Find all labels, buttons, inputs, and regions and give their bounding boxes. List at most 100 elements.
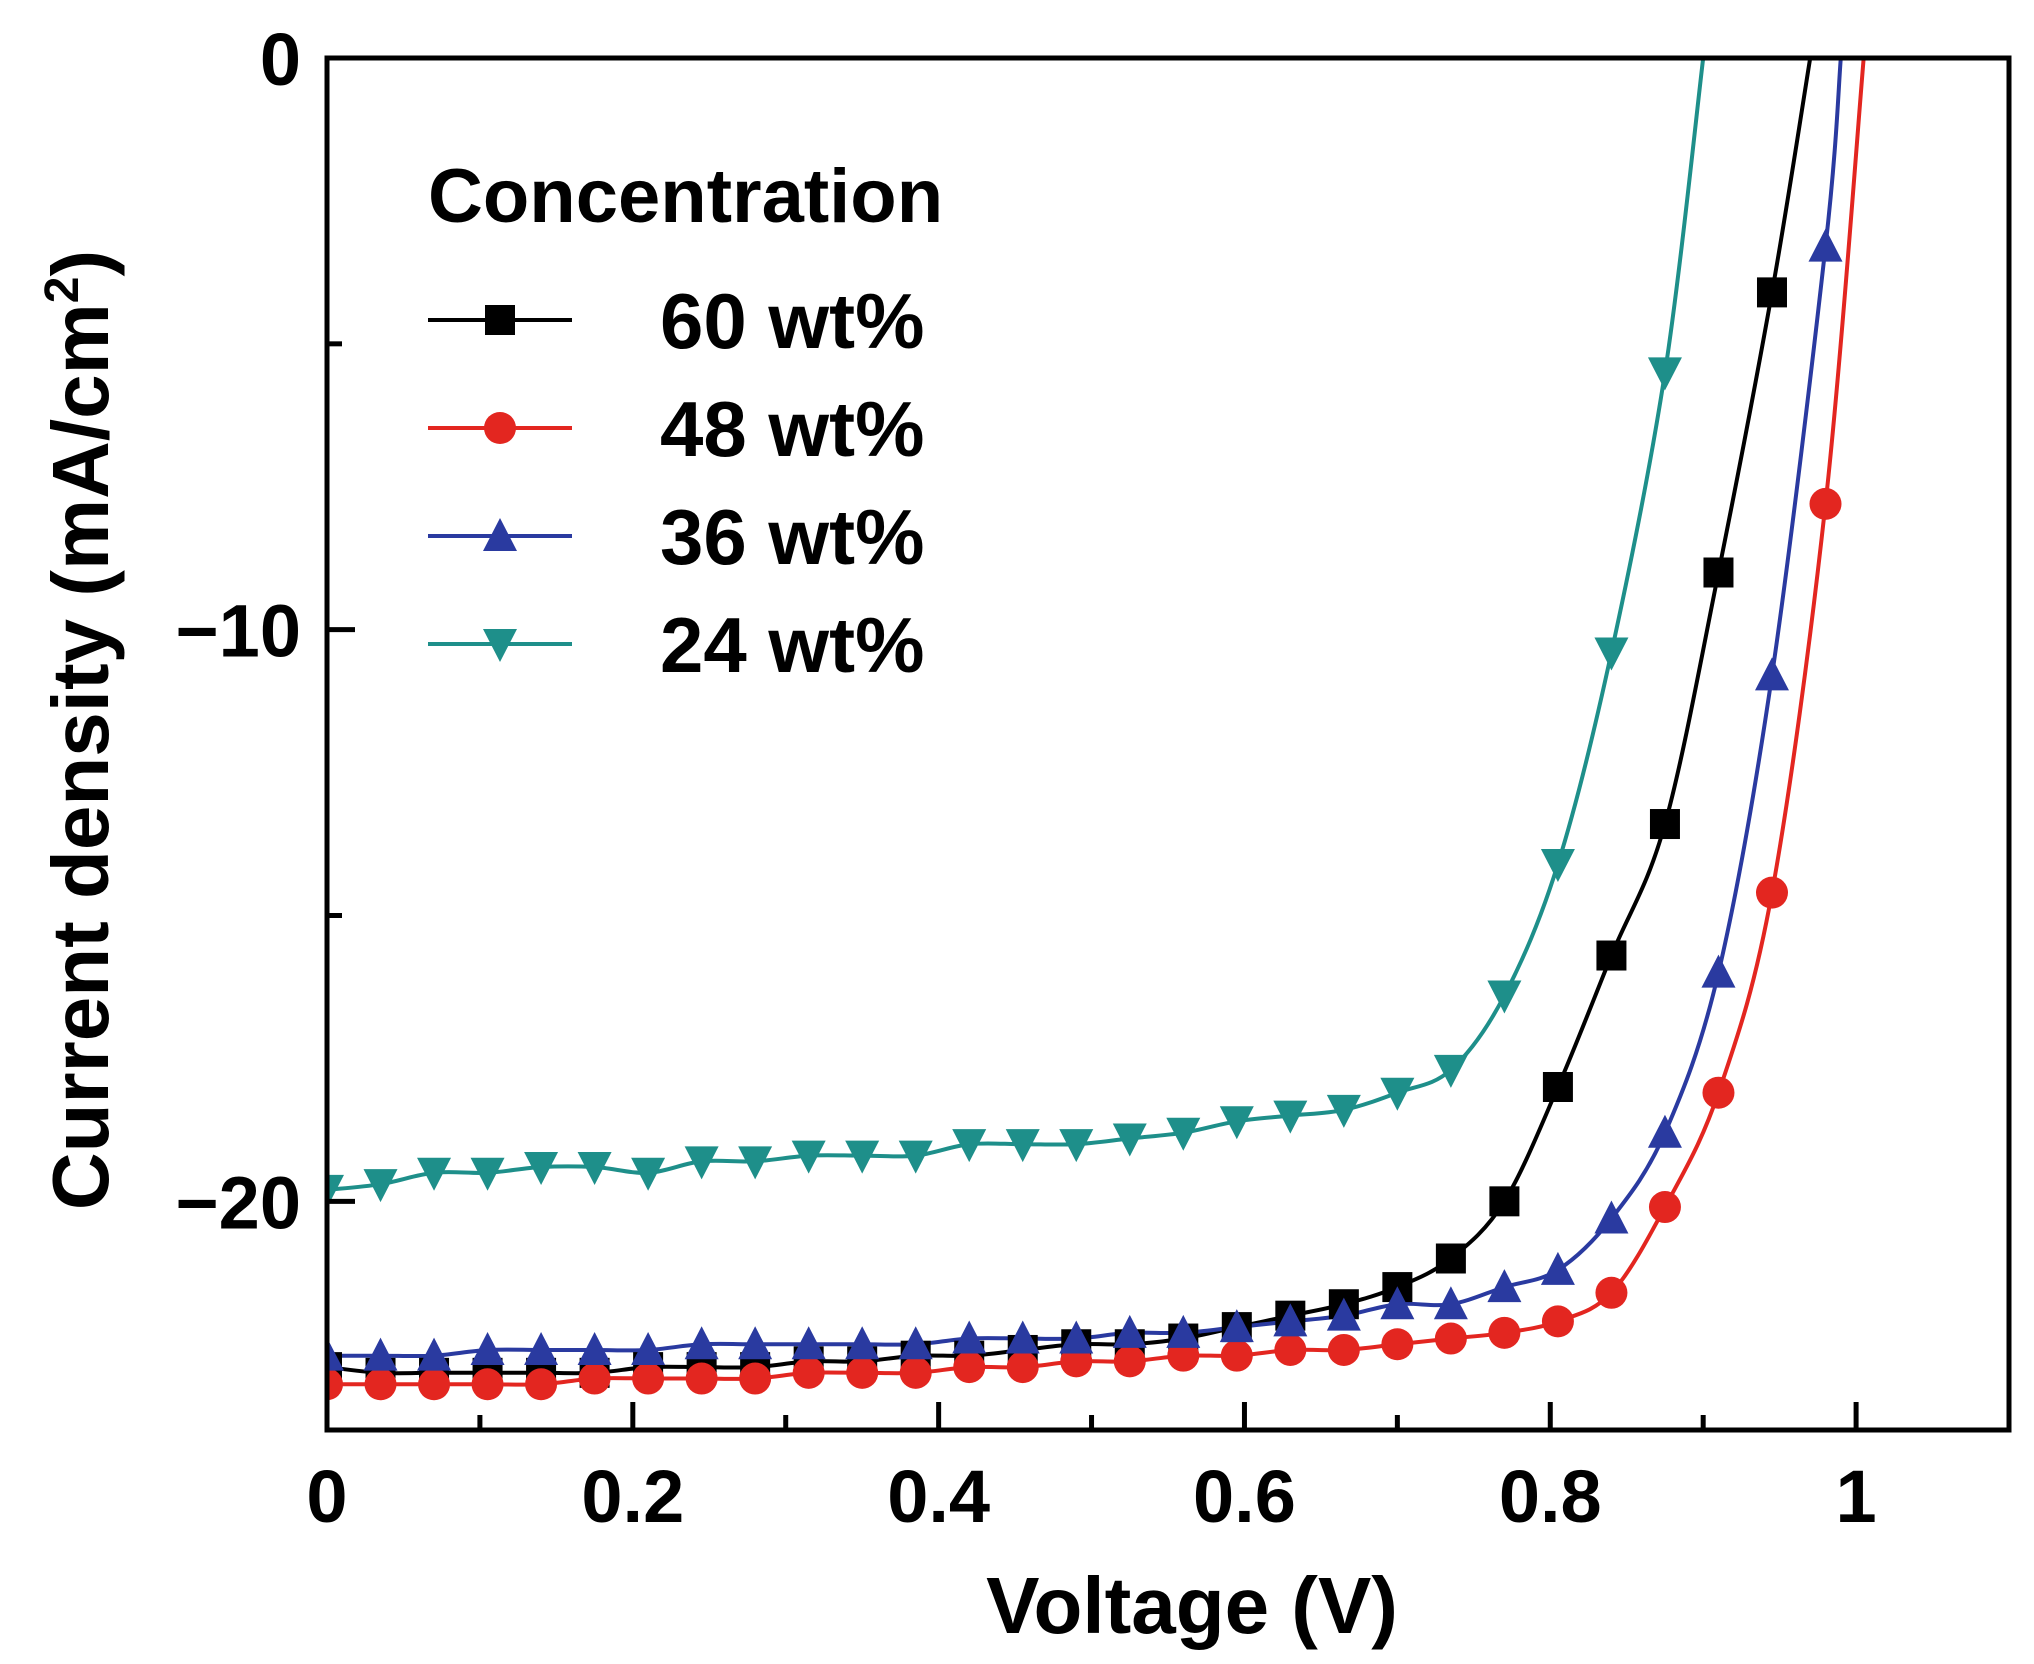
data-point-48-wt — [471, 1368, 504, 1401]
x-tick-label: 0.8 — [1499, 1455, 1602, 1538]
data-point-24-wt — [363, 1169, 398, 1203]
data-point-24-wt — [1219, 1106, 1254, 1140]
data-point-48-wt — [685, 1362, 718, 1395]
data-point-48-wt — [1755, 876, 1788, 909]
data-point-60-wt — [1649, 809, 1680, 840]
legend: Concentration 60 wt% 48 wt% 36 wt% 24 wt% — [428, 154, 943, 689]
series-markers — [327, 228, 1843, 1401]
series-line-60-wt — [327, 58, 1813, 1376]
data-point-24-wt — [952, 1129, 987, 1163]
data-point-24-wt — [1273, 1100, 1308, 1134]
data-point-36-wt — [1594, 1200, 1629, 1234]
data-point-24-wt — [631, 1157, 666, 1191]
data-point-36-wt — [684, 1326, 719, 1360]
data-point-48-wt — [1488, 1316, 1521, 1349]
data-point-36-wt — [1487, 1269, 1522, 1303]
data-point-24-wt — [738, 1146, 773, 1180]
data-point-48-wt — [632, 1362, 665, 1395]
series-curves — [327, 58, 1866, 1387]
data-point-36-wt — [1433, 1286, 1468, 1320]
data-point-48-wt — [846, 1356, 879, 1389]
data-point-60-wt — [1756, 277, 1787, 308]
legend-marker-60-wt — [485, 305, 515, 335]
data-point-24-wt — [577, 1152, 612, 1186]
y-tick-label: −10 — [175, 590, 301, 673]
data-point-24-wt — [1112, 1123, 1147, 1157]
data-point-48-wt — [1113, 1345, 1146, 1378]
data-point-24-wt — [898, 1140, 933, 1174]
data-point-60-wt — [1596, 940, 1627, 971]
data-point-24-wt — [845, 1140, 880, 1174]
data-point-36-wt — [1273, 1303, 1308, 1337]
x-axis-title: Voltage (V) — [986, 1561, 1398, 1650]
data-point-36-wt — [1219, 1309, 1254, 1343]
x-tick-label: 0 — [306, 1455, 347, 1538]
data-point-48-wt — [1541, 1305, 1574, 1338]
data-point-48-wt — [1809, 487, 1842, 520]
data-point-36-wt — [1701, 954, 1736, 988]
data-point-24-wt — [1380, 1077, 1415, 1111]
data-point-48-wt — [739, 1362, 772, 1395]
data-point-48-wt — [578, 1362, 611, 1395]
y-axis-title-main: Current density (mA/cm — [36, 303, 125, 1210]
x-tick-label: 1 — [1836, 1455, 1877, 1538]
y-axis-title: Current density (mA/cm2) — [36, 250, 125, 1210]
y-axis-title-superscript: 2 — [36, 277, 89, 304]
data-point-24-wt — [684, 1146, 719, 1180]
data-point-60-wt — [1703, 557, 1734, 588]
data-point-36-wt — [1166, 1314, 1201, 1348]
legend-marker-36-wt — [483, 518, 517, 551]
data-point-36-wt — [417, 1337, 452, 1371]
y-axis-title-close: ) — [36, 250, 125, 277]
data-point-48-wt — [1702, 1076, 1735, 1109]
data-point-48-wt — [792, 1356, 825, 1389]
legend-label-48-wt: 48 wt% — [660, 385, 924, 473]
data-point-60-wt — [1542, 1072, 1573, 1102]
legend-label-36-wt: 36 wt% — [660, 493, 924, 581]
data-point-36-wt — [1112, 1314, 1147, 1348]
y-tick-label: −20 — [175, 1161, 301, 1244]
data-point-36-wt — [1808, 228, 1843, 262]
legend-title: Concentration — [428, 154, 943, 239]
data-point-36-wt — [470, 1331, 505, 1365]
data-point-36-wt — [631, 1331, 666, 1365]
legend-marker-48-wt — [484, 412, 516, 444]
data-point-24-wt — [1594, 637, 1629, 671]
data-point-48-wt — [1648, 1191, 1681, 1224]
data-point-36-wt — [791, 1326, 826, 1360]
data-point-24-wt — [1540, 849, 1575, 883]
series-line-36-wt — [327, 58, 1843, 1359]
data-point-24-wt — [417, 1157, 452, 1191]
data-point-48-wt — [1595, 1276, 1628, 1309]
data-point-36-wt — [1380, 1286, 1415, 1320]
data-point-24-wt — [1647, 357, 1682, 391]
data-point-36-wt — [363, 1337, 398, 1371]
data-point-24-wt — [1005, 1129, 1040, 1163]
legend-label-60-wt: 60 wt% — [660, 277, 924, 365]
data-point-24-wt — [1166, 1117, 1201, 1151]
data-point-48-wt — [899, 1356, 932, 1389]
data-point-24-wt — [1326, 1094, 1361, 1128]
data-point-60-wt — [1489, 1186, 1520, 1217]
data-point-48-wt — [418, 1368, 451, 1401]
data-point-48-wt — [1220, 1339, 1253, 1372]
data-point-36-wt — [327, 1337, 344, 1371]
data-point-36-wt — [577, 1331, 612, 1365]
y-tick-label: 0 — [260, 18, 301, 101]
data-point-36-wt — [1540, 1251, 1575, 1285]
data-point-24-wt — [1487, 980, 1522, 1014]
data-point-36-wt — [1005, 1320, 1040, 1354]
data-point-36-wt — [845, 1326, 880, 1360]
data-point-36-wt — [952, 1320, 987, 1354]
data-point-36-wt — [1647, 1114, 1682, 1148]
data-point-36-wt — [738, 1326, 773, 1360]
data-point-36-wt — [1059, 1320, 1094, 1354]
x-tick-label: 0.2 — [581, 1455, 684, 1538]
data-point-48-wt — [1006, 1351, 1039, 1384]
data-point-36-wt — [1754, 657, 1789, 691]
x-tick-label: 0.4 — [887, 1455, 990, 1538]
data-point-24-wt — [1433, 1054, 1468, 1088]
data-point-48-wt — [1327, 1333, 1360, 1366]
plot-frame — [324, 55, 2012, 1433]
legend-marker-24-wt — [483, 629, 517, 662]
